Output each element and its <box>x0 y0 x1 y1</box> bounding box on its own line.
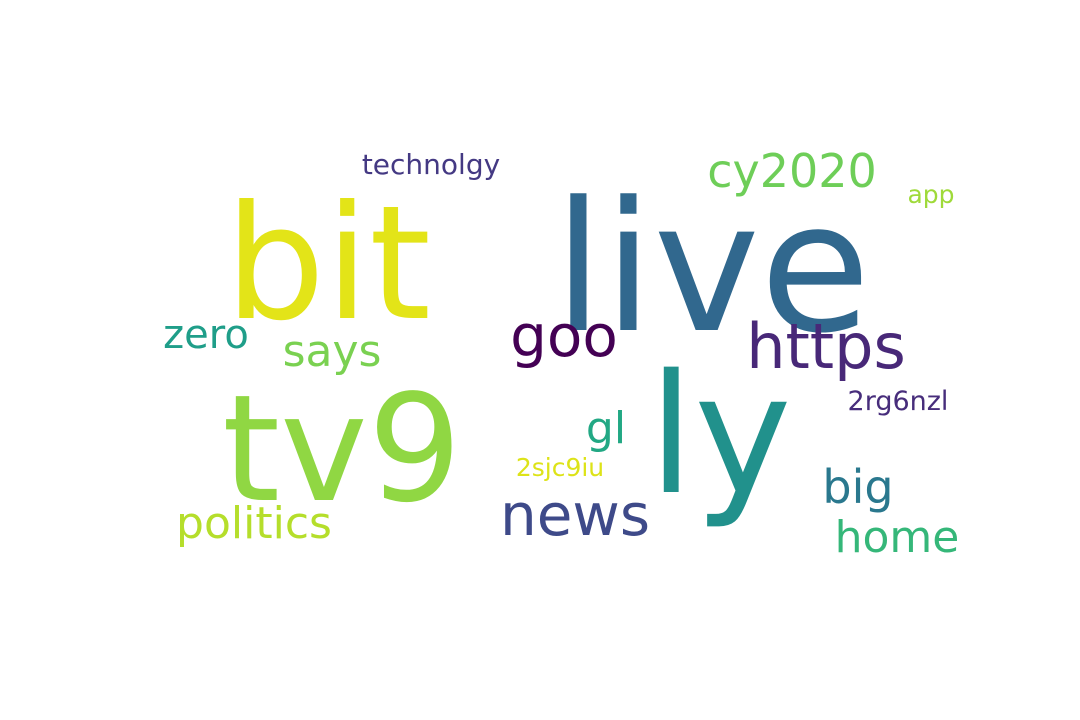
word-goo: goo <box>510 302 618 370</box>
word-politics: politics <box>176 498 332 549</box>
word-home: home <box>835 512 960 563</box>
word-tv9: tv9 <box>222 363 462 535</box>
word-2rg6nzl: 2rg6nzl <box>848 386 949 417</box>
word-says: says <box>283 326 382 377</box>
word-big: big <box>822 460 893 514</box>
word-cy2020: cy2020 <box>707 144 877 198</box>
word-https: https <box>746 310 906 383</box>
word-ly: ly <box>648 339 792 531</box>
word-app: app <box>907 180 954 209</box>
word-gl: gl <box>586 403 626 454</box>
word-news: news <box>500 481 650 549</box>
word-live: live <box>553 164 870 373</box>
word-zero: zero <box>163 312 249 358</box>
word-technolgy: technolgy <box>362 148 500 181</box>
word-bit: bit <box>225 172 431 356</box>
word-2sjc9iu: 2sjc9iu <box>516 453 604 482</box>
